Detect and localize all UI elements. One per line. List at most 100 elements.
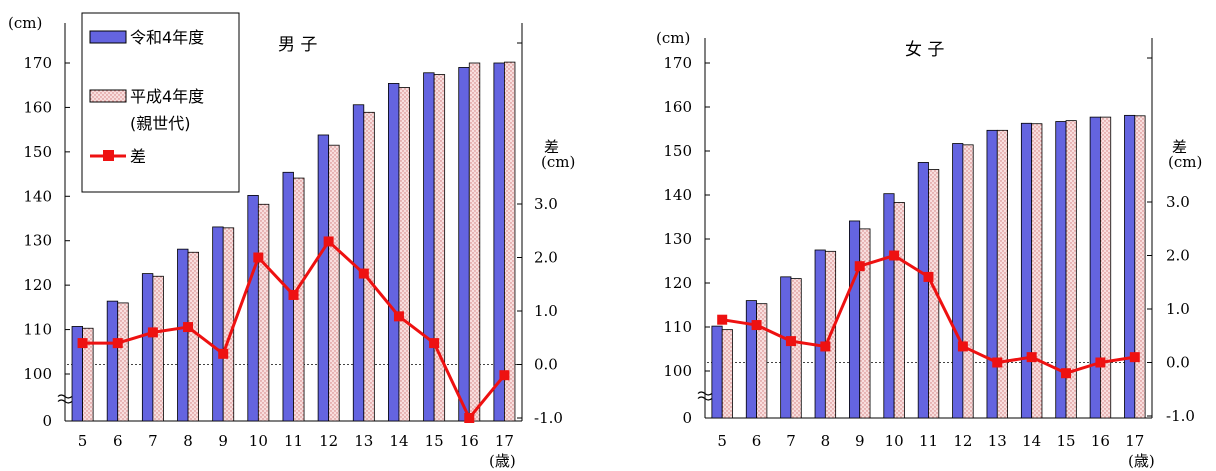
boys-x-tick-label: 6: [113, 432, 123, 450]
girls-bar-reiwa: [986, 129, 998, 419]
boys-bar-heisei: [257, 203, 270, 422]
legend-label-heisei-sub: (親世代): [130, 114, 191, 133]
girls-x-tick-label: 5: [717, 432, 727, 450]
boys-diff-marker: [147, 327, 158, 338]
legend-label-heisei: 平成4年度: [130, 87, 204, 106]
girls-diff-marker: [923, 271, 934, 282]
boys-axis-break-icon: [57, 394, 73, 404]
girls-x-tick-label: 14: [1022, 432, 1041, 450]
boys-y2-label: 差: [544, 138, 559, 156]
boys-diff-marker: [183, 322, 194, 333]
boys-bar-heisei: [363, 111, 375, 422]
girls-bar-heisei: [996, 129, 1008, 419]
boys-x-tick-label: 10: [249, 432, 268, 450]
girls-bar-reiwa: [711, 325, 723, 419]
girls-bar-heisei: [859, 228, 871, 419]
girls-y2-unit: (cm): [1168, 153, 1202, 171]
girls-bar-reiwa: [1124, 114, 1136, 419]
boys-bar-heisei: [187, 251, 199, 422]
girls-x-tick-label: 10: [885, 432, 904, 450]
boys-x-tick-label: 14: [389, 432, 408, 450]
girls-y-tick-label: 110: [663, 318, 692, 336]
girls-diff-marker: [1061, 368, 1072, 379]
girls-y2-tick-label: -1.0: [1166, 407, 1195, 425]
girls-diff-marker: [820, 341, 831, 352]
girls-x-tick-label: 6: [752, 432, 762, 450]
girls-y2-tick-label: 3.0: [1166, 193, 1190, 211]
girls-x-tick-label: 8: [821, 432, 831, 450]
boys-plot: 0 100 110 120 130 140 150 160 170 3.0 2.0 1.0 0.0 -1.…: [23, 23, 563, 450]
boys-x-unit: (歳): [489, 452, 516, 470]
boys-x-tick-label: 15: [425, 432, 444, 450]
boys-x-tick-label: 11: [284, 432, 303, 450]
girls-diff-marker: [957, 341, 968, 352]
girls-diff-marker: [1095, 357, 1106, 368]
boys-bar-reiwa: [493, 62, 505, 422]
boys-bar-reiwa: [141, 273, 154, 422]
girls-diff-marker: [785, 336, 796, 347]
boys-diff-marker: [77, 338, 88, 349]
boys-diff-marker: [393, 311, 404, 322]
girls-x-tick-label: 16: [1091, 432, 1110, 450]
boys-diff-marker: [112, 338, 123, 349]
boys-bar-reiwa: [317, 134, 330, 422]
girls-y-unit: (cm): [656, 29, 690, 47]
girls-bar-reiwa: [780, 276, 792, 419]
boys-diff-marker: [358, 268, 369, 279]
boys-title: 男 子: [278, 35, 317, 55]
girls-y-tick-label: 120: [663, 274, 692, 292]
girls-bar-heisei: [1134, 115, 1146, 419]
girls-diff-marker: [889, 250, 900, 261]
girls-bar-heisei: [721, 329, 733, 419]
boys-y2-tick-label: 3.0: [534, 195, 558, 213]
girls-diff-marker: [992, 357, 1003, 368]
girls-y-tick-label: 130: [663, 230, 692, 248]
boys-diff-marker: [499, 370, 510, 381]
boys-y-tick-label: 170: [23, 54, 52, 72]
boys-y-tick-label: 0: [42, 412, 52, 430]
legend-swatch-reiwa: [89, 30, 127, 44]
girls-bar-reiwa: [745, 300, 757, 419]
girls-y-tick-label: 140: [663, 186, 692, 204]
girls-bar-reiwa: [814, 249, 826, 419]
boys-bar-heisei: [152, 275, 164, 422]
boys-bar-reiwa: [212, 226, 224, 422]
boys-y2-unit: (cm): [541, 153, 575, 171]
girls-diff-marker: [1129, 352, 1140, 363]
boys-y-tick-label: 120: [23, 276, 52, 294]
girls-y2-tick-label: 0.0: [1166, 354, 1190, 372]
boys-diff-marker: [253, 252, 264, 263]
boys-bar-reiwa: [458, 67, 470, 422]
boys-y2-tick-label: -1.0: [534, 409, 563, 427]
girls-diff-marker: [717, 314, 728, 325]
boys-diff-marker: [323, 236, 334, 247]
girls-bar-reiwa: [883, 193, 895, 419]
boys-y2-tick-label: 0.0: [534, 356, 558, 374]
boys-diff-marker: [429, 338, 440, 349]
legend-swatch-heisei: [89, 89, 127, 103]
legend: 令和4年度 平成4年度 (親世代) 差: [81, 12, 240, 193]
girls-bar-reiwa: [917, 162, 929, 419]
girls-bar-reiwa: [1089, 116, 1101, 419]
girls-axis-break-icon: [697, 391, 713, 401]
boys-x-tick-label: 9: [218, 432, 228, 450]
girls-x-tick-label: 13: [988, 432, 1007, 450]
girls-bar-heisei: [756, 303, 768, 419]
girls-x-unit: (歳): [1128, 452, 1155, 470]
girls-x-tick-label: 17: [1125, 432, 1144, 450]
girls-bar-reiwa: [952, 143, 964, 419]
boys-bar-heisei: [468, 62, 481, 422]
boys-x-tick-label: 13: [354, 432, 373, 450]
boys-bar-heisei: [82, 327, 94, 422]
boys-x-tick-label: 8: [183, 432, 193, 450]
boys-bar-reiwa: [106, 300, 119, 422]
boys-x-tick-label: 17: [495, 432, 514, 450]
boys-y2-tick-label: 2.0: [534, 249, 558, 267]
boys-diff-marker: [288, 289, 299, 300]
girls-x-tick-label: 12: [953, 432, 972, 450]
girls-bar-heisei: [1031, 123, 1043, 419]
girls-diff-marker: [751, 320, 762, 331]
girls-y-tick-label: 160: [663, 98, 692, 116]
girls-bar-heisei: [928, 169, 940, 419]
